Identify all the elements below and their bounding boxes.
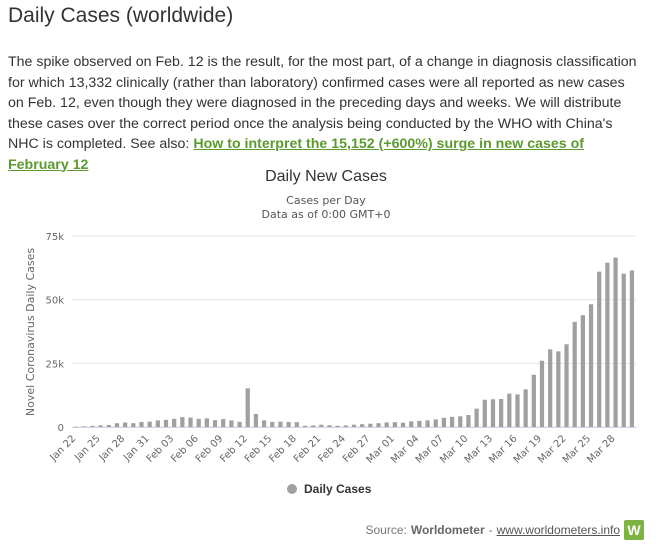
bar[interactable]	[629, 270, 635, 427]
chart-title: Daily New Cases	[265, 168, 387, 185]
credit-url-link[interactable]: www.worldometers.info	[496, 523, 620, 537]
legend-label: Daily Cases	[304, 482, 372, 496]
bar[interactable]	[172, 418, 177, 427]
bar[interactable]	[384, 422, 389, 427]
bar[interactable]	[605, 262, 610, 427]
bar[interactable]	[229, 420, 234, 427]
bar[interactable]	[147, 421, 152, 427]
bar[interactable]	[212, 420, 218, 427]
bar[interactable]	[548, 349, 553, 427]
page-title: Daily Cases (worldwide)	[8, 4, 234, 27]
bar[interactable]	[400, 422, 406, 427]
bar[interactable]	[507, 393, 512, 427]
bar[interactable]	[351, 424, 357, 427]
bar[interactable]	[466, 415, 471, 427]
y-axis-ticks: 0 25k 50k 75k	[45, 232, 64, 434]
bar[interactable]	[278, 421, 283, 427]
source-credit: Source: Worldometer - www.worldometers.i…	[365, 519, 644, 541]
bar[interactable]	[302, 425, 308, 427]
intro-paragraph: The spike observed on Feb. 12 is the res…	[8, 52, 638, 175]
bar[interactable]	[360, 424, 365, 427]
bar[interactable]	[261, 420, 267, 427]
bar[interactable]	[270, 421, 275, 427]
y-tick-label: 50k	[45, 296, 64, 307]
credit-prefix: Source:	[365, 523, 407, 537]
bar[interactable]	[621, 273, 626, 427]
x-tick-label: Jan 25	[72, 433, 103, 464]
daily-new-cases-chart: Daily New Cases Cases per Day Data as of…	[24, 168, 636, 496]
bar[interactable]	[106, 424, 111, 427]
bar[interactable]	[327, 425, 332, 427]
bar[interactable]	[564, 344, 569, 427]
x-tick-label: Jan 28	[97, 433, 128, 464]
bar[interactable]	[368, 423, 373, 427]
y-tick-label: 0	[58, 423, 64, 434]
bar[interactable]	[90, 425, 95, 427]
bar[interactable]	[180, 417, 185, 427]
chart-subtitle-line-1: Cases per Day	[286, 194, 366, 207]
credit-source-name: Worldometer	[410, 523, 485, 537]
bar[interactable]	[433, 419, 438, 427]
bar[interactable]	[294, 422, 299, 427]
bar[interactable]	[482, 399, 487, 427]
bar[interactable]	[335, 425, 340, 427]
bar[interactable]	[196, 418, 201, 427]
bar[interactable]	[221, 419, 226, 427]
bar[interactable]	[409, 421, 414, 427]
bar[interactable]	[613, 257, 618, 427]
bar[interactable]	[531, 374, 536, 427]
bar[interactable]	[580, 315, 585, 427]
bar[interactable]	[114, 423, 120, 427]
bar[interactable]	[441, 417, 447, 427]
bar[interactable]	[449, 416, 455, 427]
chart-subtitle-line-2: Data as of 0:00 GMT+0	[262, 208, 391, 221]
bar[interactable]	[131, 423, 136, 427]
bars-group	[73, 257, 635, 428]
bar[interactable]	[82, 426, 87, 427]
bar[interactable]	[539, 360, 545, 427]
bar[interactable]	[588, 304, 594, 427]
bar[interactable]	[392, 422, 397, 427]
bar[interactable]	[286, 421, 291, 427]
y-tick-label: 75k	[45, 232, 64, 243]
intro-text: The spike observed on Feb. 12 is the res…	[8, 54, 637, 152]
bar[interactable]	[311, 425, 316, 427]
bar[interactable]	[73, 426, 79, 428]
bar[interactable]	[245, 388, 250, 427]
bar[interactable]	[474, 408, 479, 427]
bar[interactable]	[319, 424, 324, 427]
bar[interactable]	[458, 416, 463, 427]
bar[interactable]	[343, 425, 348, 427]
bar[interactable]	[417, 420, 422, 427]
bar[interactable]	[253, 414, 259, 427]
bar[interactable]	[490, 399, 496, 427]
x-tick-label: Jan 22	[48, 433, 79, 464]
bar[interactable]	[204, 418, 209, 427]
worldometer-logo-icon: W	[624, 520, 644, 540]
y-axis-label: Novel Coronavirus Daily Cases	[24, 248, 37, 416]
bar[interactable]	[163, 419, 169, 427]
surge-explanation-link[interactable]: How to interpret the 15,152 (+600%) surg…	[8, 136, 585, 173]
legend-marker	[287, 484, 297, 494]
legend[interactable]: Daily Cases	[287, 482, 372, 496]
bar[interactable]	[155, 420, 160, 427]
bar[interactable]	[515, 394, 520, 427]
bar[interactable]	[523, 389, 528, 427]
bar[interactable]	[499, 398, 504, 427]
bar[interactable]	[188, 417, 193, 427]
bar[interactable]	[572, 321, 577, 427]
bar[interactable]	[123, 422, 128, 427]
bar[interactable]	[597, 271, 602, 427]
bar[interactable]	[139, 421, 144, 427]
bar[interactable]	[376, 423, 381, 427]
bar[interactable]	[98, 425, 103, 427]
bar[interactable]	[237, 421, 242, 427]
y-tick-label: 25k	[45, 359, 64, 370]
bar[interactable]	[425, 420, 430, 427]
credit-separator: -	[488, 523, 493, 537]
bar[interactable]	[556, 351, 561, 427]
